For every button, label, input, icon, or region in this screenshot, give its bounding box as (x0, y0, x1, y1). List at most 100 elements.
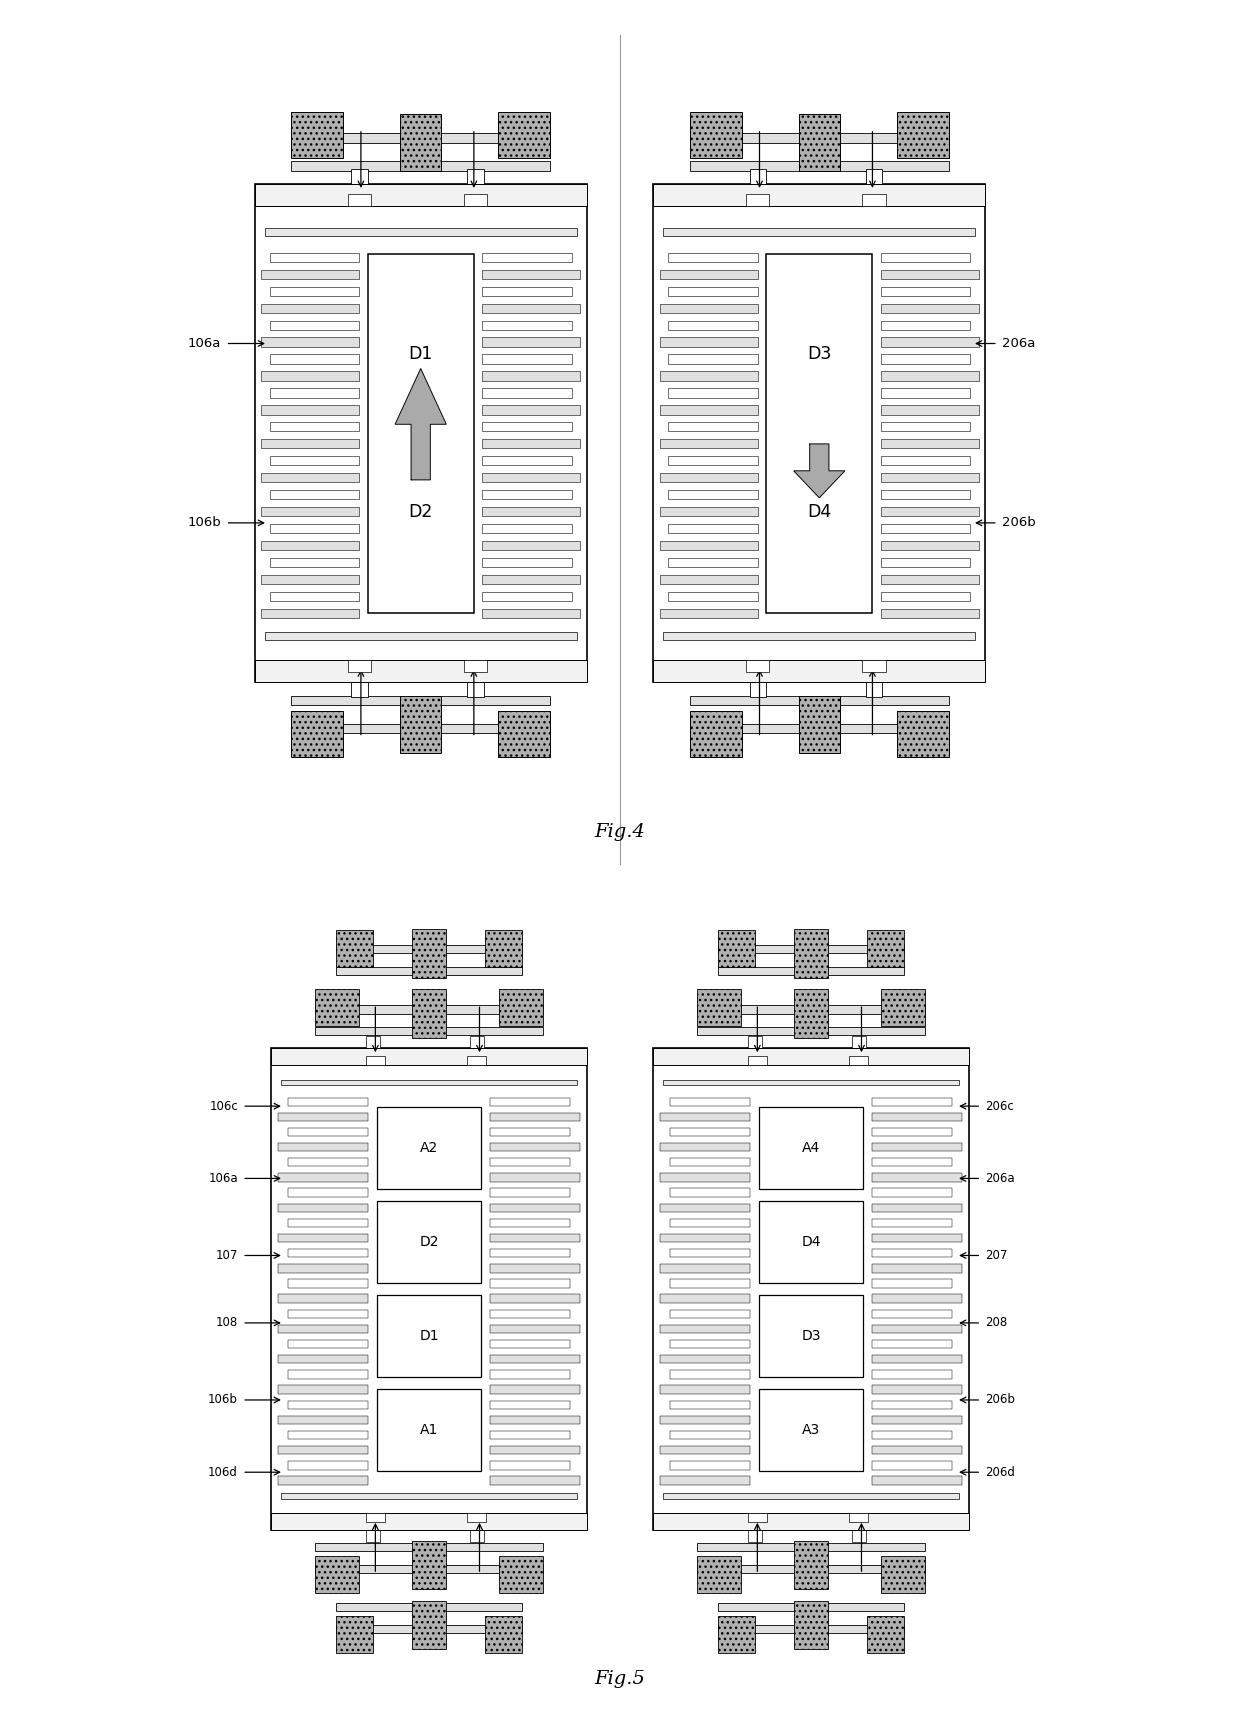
Bar (863, 194, 885, 206)
Bar (278, 1386, 368, 1394)
Text: 106c: 106c (210, 1100, 238, 1112)
Bar (880, 270, 978, 279)
Bar (689, 711, 742, 758)
Bar (278, 1325, 368, 1334)
Bar (272, 1514, 587, 1529)
Text: 106b: 106b (187, 516, 222, 529)
Bar (880, 287, 970, 296)
Bar (262, 507, 360, 516)
Bar (660, 405, 758, 415)
Bar (748, 1055, 766, 1066)
Bar (377, 1296, 481, 1377)
Bar (799, 114, 839, 171)
Bar (467, 170, 484, 183)
Bar (270, 457, 360, 465)
Bar (653, 183, 986, 682)
Bar (470, 1529, 485, 1541)
Bar (872, 1370, 952, 1379)
Bar (482, 557, 572, 567)
Bar (288, 1462, 368, 1469)
Bar (872, 1204, 962, 1213)
Text: A4: A4 (802, 1142, 820, 1156)
Text: 106a: 106a (188, 337, 222, 349)
Bar (490, 1173, 580, 1182)
Bar (872, 1265, 962, 1273)
Bar (880, 372, 978, 381)
Bar (872, 1128, 952, 1137)
Bar (866, 170, 883, 183)
Bar (880, 253, 970, 263)
Bar (748, 1514, 766, 1522)
Bar (500, 1555, 543, 1593)
Bar (498, 112, 551, 157)
Bar (482, 592, 572, 600)
Bar (668, 490, 758, 500)
Bar (794, 1600, 828, 1649)
Bar (670, 1280, 750, 1287)
Bar (467, 682, 484, 697)
Bar (697, 1028, 925, 1036)
Text: D3: D3 (801, 1329, 821, 1342)
Bar (272, 1048, 587, 1066)
Text: 207: 207 (986, 1249, 1008, 1261)
Bar (872, 1294, 962, 1303)
Bar (670, 1249, 750, 1258)
Bar (366, 1055, 384, 1066)
Bar (660, 574, 758, 585)
Bar (872, 1173, 962, 1182)
Bar (482, 355, 572, 363)
Bar (482, 609, 580, 618)
Bar (288, 1280, 368, 1287)
Bar (660, 1355, 750, 1363)
Bar (291, 723, 551, 734)
Bar (852, 1529, 867, 1541)
Bar (880, 439, 978, 448)
Bar (262, 337, 360, 346)
Bar (351, 170, 367, 183)
Bar (482, 270, 580, 279)
Bar (872, 1157, 952, 1166)
Bar (490, 1386, 580, 1394)
Bar (872, 1218, 952, 1227)
Bar (467, 1055, 486, 1066)
Bar (482, 287, 572, 296)
Bar (490, 1446, 580, 1455)
Bar (288, 1431, 368, 1439)
Bar (880, 592, 970, 600)
Bar (262, 472, 360, 483)
Bar (668, 457, 758, 465)
Bar (490, 1370, 570, 1379)
Bar (288, 1218, 368, 1227)
Text: 206d: 206d (986, 1465, 1016, 1479)
Text: D2: D2 (408, 503, 433, 521)
Bar (653, 659, 986, 682)
Bar (336, 967, 522, 976)
Bar (668, 524, 758, 533)
Bar (670, 1462, 750, 1469)
Bar (766, 254, 873, 612)
Bar (264, 631, 577, 640)
Bar (653, 1048, 968, 1066)
Polygon shape (396, 368, 446, 479)
Text: 206c: 206c (986, 1100, 1014, 1112)
Text: D3: D3 (807, 346, 832, 363)
Bar (254, 183, 587, 682)
Bar (749, 170, 766, 183)
Bar (660, 1233, 750, 1242)
Bar (759, 1201, 863, 1284)
Bar (288, 1401, 368, 1408)
Bar (663, 631, 976, 640)
Bar (482, 422, 572, 431)
Bar (880, 507, 978, 516)
Text: D4: D4 (807, 503, 832, 521)
Bar (482, 405, 580, 415)
Text: A2: A2 (420, 1142, 438, 1156)
Bar (880, 457, 970, 465)
Bar (653, 183, 986, 206)
Bar (401, 114, 441, 171)
Bar (882, 1555, 925, 1593)
Bar (464, 194, 487, 206)
Bar (880, 574, 978, 585)
Bar (852, 1036, 867, 1048)
Bar (490, 1265, 580, 1273)
